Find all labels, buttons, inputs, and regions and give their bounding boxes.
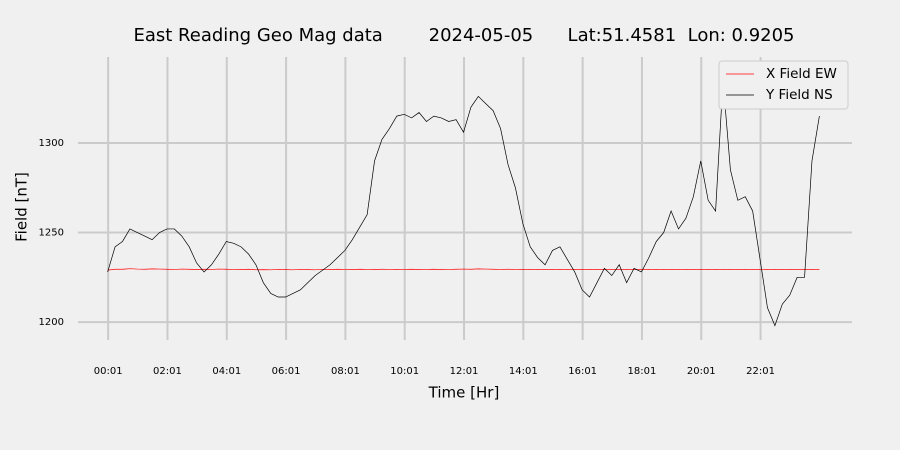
y-tick-label: 1300 [39, 138, 64, 149]
x-tick-label: 22:01 [746, 366, 775, 377]
x-tick-label: 02:01 [153, 366, 182, 377]
x-tick-label: 20:01 [687, 366, 716, 377]
x-tick-label: 10:01 [390, 366, 419, 377]
x-tick-label: 12:01 [450, 366, 479, 377]
y-tick-label: 1200 [39, 317, 64, 328]
x-tick-label: 14:01 [509, 366, 538, 377]
legend-label: X Field EW [766, 66, 837, 82]
data-line [107, 80, 820, 327]
x-axis-label: Time [Hr] [428, 384, 500, 402]
data-line [107, 268, 820, 271]
x-tick-label: 18:01 [628, 366, 657, 377]
legend-box [718, 60, 849, 110]
x-tick-label: 16:01 [568, 366, 597, 377]
legend: X Field EW Y Field NS [718, 60, 849, 110]
chart-title: East Reading Geo Mag data 2024-05-05 Lat… [133, 25, 794, 46]
legend-label: Y Field NS [765, 87, 833, 103]
x-tick-label: 08:01 [331, 366, 360, 377]
x-tick-label: 06:01 [272, 366, 301, 377]
y-tick-label: 1250 [39, 228, 64, 239]
y-axis-label: Field [nT] [13, 172, 31, 242]
x-tick-label: 04:01 [212, 366, 241, 377]
x-tick-label: 00:01 [94, 366, 123, 377]
